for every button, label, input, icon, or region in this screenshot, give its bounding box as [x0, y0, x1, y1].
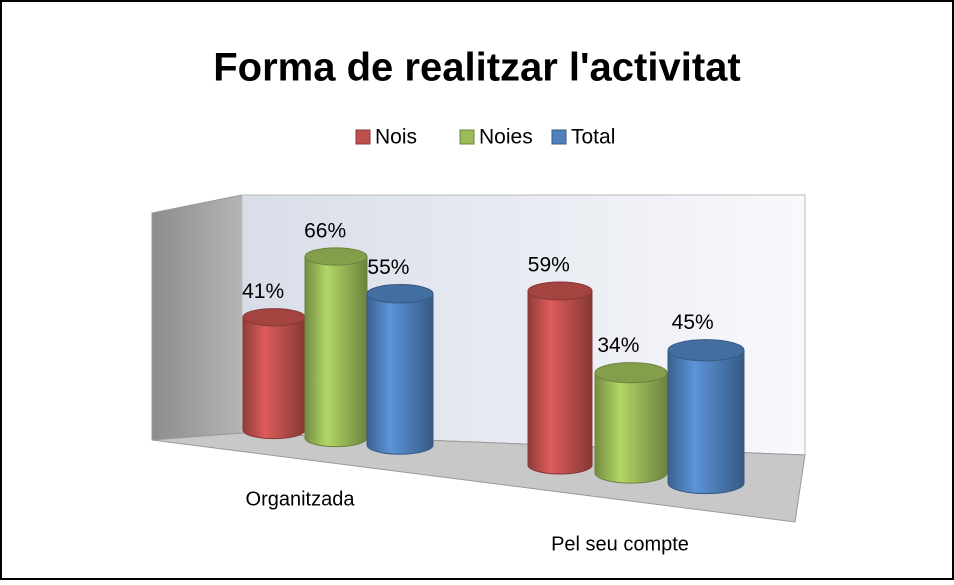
bar-top — [304, 247, 368, 266]
legend-label: Noies — [479, 126, 533, 149]
bar-body — [527, 290, 593, 475]
bar-top — [242, 308, 306, 327]
data-label: 45% — [672, 311, 714, 334]
data-label: 41% — [242, 280, 284, 303]
bar — [366, 284, 434, 455]
bar-top — [594, 362, 668, 384]
x-tick-label: Pel seu compte — [551, 533, 689, 555]
legend-swatch — [355, 129, 371, 145]
left-wall — [151, 194, 243, 441]
data-label: 55% — [367, 256, 409, 279]
bar-body — [594, 372, 668, 484]
legend-swatch — [459, 129, 475, 145]
bar — [594, 362, 668, 484]
data-label: 34% — [597, 334, 639, 357]
chart-title: Forma de realitzar l'activitat — [213, 46, 740, 90]
legend-label: Total — [571, 126, 615, 149]
bar-body — [366, 293, 434, 455]
bar — [527, 281, 593, 475]
bar-body — [242, 316, 306, 440]
legend-label: Nois — [375, 126, 417, 149]
bar-body — [304, 256, 368, 448]
legend: Nois Noies Total — [355, 126, 615, 149]
x-tick-label: Organitzada — [246, 488, 356, 510]
bar — [242, 308, 306, 440]
data-label: 66% — [304, 219, 346, 242]
bars: 41% 59% 66% 34% 55% 45% — [242, 219, 745, 495]
data-label: 59% — [528, 254, 570, 277]
bar-top — [667, 339, 745, 362]
bar — [667, 339, 745, 495]
bar-top — [366, 284, 434, 304]
bar-top — [527, 281, 593, 301]
legend-swatch — [551, 129, 567, 145]
bar — [304, 247, 368, 448]
bar-body — [667, 349, 745, 495]
